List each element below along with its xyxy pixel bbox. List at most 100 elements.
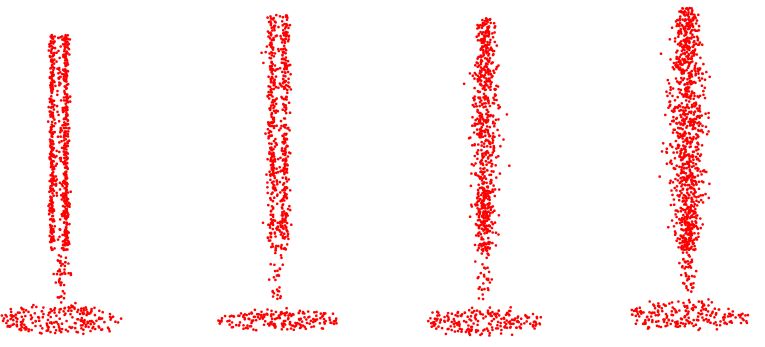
point: [63, 50, 66, 53]
point: [678, 199, 681, 202]
point: [468, 137, 471, 140]
point: [449, 325, 452, 328]
point: [682, 69, 685, 72]
point: [287, 81, 290, 84]
point: [53, 52, 56, 55]
point: [699, 110, 702, 113]
point: [273, 78, 276, 81]
point: [705, 309, 708, 312]
point: [695, 156, 698, 159]
point: [679, 18, 682, 21]
point: [692, 41, 695, 44]
point: [50, 246, 53, 249]
point: [58, 317, 61, 320]
point: [697, 174, 700, 177]
point: [695, 101, 698, 104]
point: [308, 316, 311, 319]
point: [678, 309, 681, 312]
point: [469, 215, 472, 218]
point: [59, 229, 62, 232]
point: [686, 251, 689, 254]
point: [249, 325, 252, 328]
point: [677, 179, 680, 182]
point: [287, 71, 290, 74]
point: [683, 61, 686, 64]
point: [688, 100, 691, 103]
point: [706, 133, 709, 136]
point: [274, 35, 277, 38]
point: [484, 207, 487, 210]
point: [64, 34, 67, 37]
point: [497, 118, 500, 121]
point: [286, 168, 289, 171]
point: [287, 238, 290, 241]
point: [315, 314, 318, 317]
point: [274, 279, 277, 282]
point: [684, 315, 687, 318]
point: [691, 90, 694, 93]
point: [264, 320, 267, 323]
point: [59, 45, 62, 48]
point: [464, 312, 467, 315]
point: [280, 48, 283, 51]
point: [282, 235, 285, 238]
point: [699, 170, 702, 173]
point: [68, 205, 71, 208]
point: [680, 274, 683, 277]
point: [698, 181, 701, 184]
point: [314, 318, 317, 321]
point: [274, 270, 277, 273]
point: [69, 190, 72, 193]
point: [679, 133, 682, 136]
point: [684, 109, 687, 112]
point: [288, 86, 291, 89]
point: [497, 107, 500, 110]
point: [475, 204, 478, 207]
point: [499, 325, 502, 328]
point: [473, 310, 476, 313]
point: [280, 257, 283, 260]
point: [487, 237, 490, 240]
point: [23, 324, 26, 327]
point: [55, 175, 58, 178]
point: [66, 157, 69, 160]
point: [681, 25, 684, 28]
point: [477, 149, 480, 152]
point: [707, 304, 710, 307]
point: [288, 151, 291, 154]
point: [47, 319, 50, 322]
point: [489, 39, 492, 42]
point: [492, 50, 495, 53]
point: [687, 278, 690, 281]
point: [52, 273, 55, 276]
point: [694, 74, 697, 77]
point: [678, 262, 681, 265]
point: [685, 32, 688, 35]
point: [682, 302, 685, 305]
point: [652, 303, 655, 306]
point: [489, 161, 492, 164]
point: [493, 209, 496, 212]
point: [689, 80, 692, 83]
point: [255, 329, 258, 332]
point: [689, 83, 692, 86]
point: [321, 327, 324, 330]
point: [457, 330, 460, 333]
point: [66, 61, 69, 64]
point: [12, 319, 15, 322]
point: [107, 326, 110, 329]
point: [482, 53, 485, 56]
point: [58, 141, 61, 144]
point: [704, 112, 707, 115]
point: [681, 18, 684, 21]
point: [434, 317, 437, 320]
point: [511, 334, 514, 337]
point: [474, 162, 477, 165]
point: [289, 24, 292, 27]
point: [691, 322, 694, 325]
point: [67, 123, 70, 126]
point: [719, 324, 722, 327]
point: [679, 325, 682, 328]
point: [484, 89, 487, 92]
point: [503, 318, 506, 321]
